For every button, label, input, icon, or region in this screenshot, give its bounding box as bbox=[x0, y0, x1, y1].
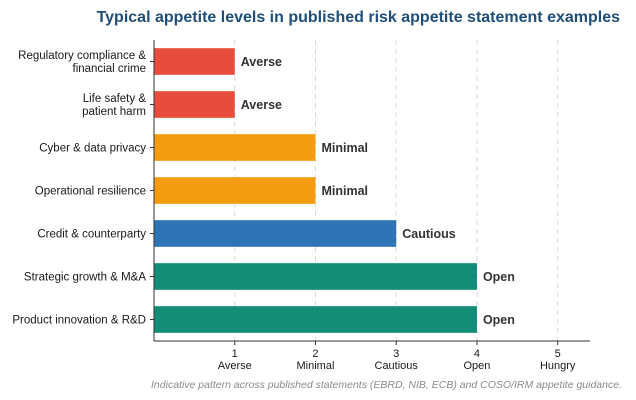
category-label-6: Strategic growth & M&A bbox=[24, 272, 146, 284]
bar-1 bbox=[154, 48, 235, 75]
category-label-1: Regulatory compliance & financial crime bbox=[18, 50, 146, 75]
category-label-7: Product innovation & R&D bbox=[12, 315, 146, 327]
x-tick-label-1: 1 Averse bbox=[218, 348, 252, 372]
x-tick-label-5: 5 Hungry bbox=[540, 348, 576, 372]
category-label-2: Life safety & patient harm bbox=[82, 93, 146, 118]
bar-value-label-5: Cautious bbox=[402, 227, 456, 241]
category-label-4: Operational resilience bbox=[35, 186, 146, 198]
x-tick-label-2: 2 Minimal bbox=[297, 348, 335, 372]
bar-value-label-7: Open bbox=[483, 313, 515, 327]
chart-title: Typical appetite levels in published ris… bbox=[97, 9, 621, 26]
bar-value-label-1: Averse bbox=[241, 55, 282, 69]
axis-layer: Regulatory compliance & financial crime Li… bbox=[12, 40, 590, 372]
bar-3 bbox=[154, 134, 316, 161]
bar-7 bbox=[154, 306, 477, 333]
bar-value-label-2: Averse bbox=[241, 98, 282, 112]
chart-note: Indicative pattern across published stat… bbox=[151, 379, 622, 391]
bar-6 bbox=[154, 263, 477, 290]
bar-value-label-4: Minimal bbox=[321, 184, 368, 198]
x-tick-label-3: 3 Cautious bbox=[375, 348, 419, 372]
bar-2 bbox=[154, 91, 235, 118]
bar-4 bbox=[154, 177, 316, 204]
bar-value-label-6: Open bbox=[483, 270, 515, 284]
category-label-3: Cyber & data privacy bbox=[39, 143, 146, 155]
category-label-5: Credit & counterparty bbox=[37, 229, 146, 241]
x-tick-label-4: 4 Open bbox=[464, 348, 491, 372]
bar-layer: Averse Averse Minimal Minimal Cautious Open Op… bbox=[154, 48, 515, 333]
bar-5 bbox=[154, 220, 397, 247]
bar-value-label-3: Minimal bbox=[321, 141, 368, 155]
